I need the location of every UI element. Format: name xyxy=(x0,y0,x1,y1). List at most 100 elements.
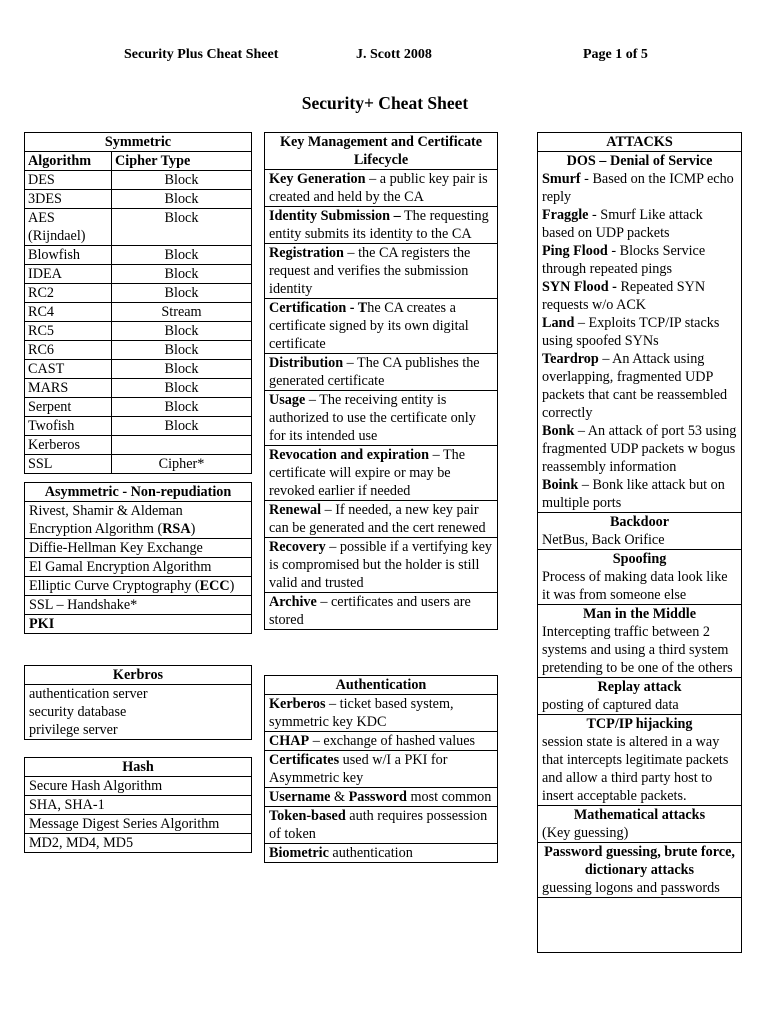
algorithm-cell: Blowfish xyxy=(25,245,112,265)
list-item: Spoofing Process of making data look like… xyxy=(538,550,741,605)
list-item: PKI xyxy=(25,615,251,633)
term: T xyxy=(357,300,368,316)
hash-section: Hash Secure Hash Algorithm SHA, SHA-1 Messa… xyxy=(24,757,252,853)
description: privilege server xyxy=(29,722,118,738)
kerbros-title: Kerbros xyxy=(25,666,251,685)
description: – An Attack using overlapping, fragmente… xyxy=(542,351,728,421)
list-item: CHAP – exchange of hashed values xyxy=(265,732,497,751)
description: (Key guessing) xyxy=(542,825,629,841)
algorithm-cell: SSL xyxy=(25,454,112,473)
header-page-number: Page 1 of 5 xyxy=(583,47,648,62)
algorithm-cell: MARS xyxy=(25,378,112,398)
algorithm-cell: RC5 xyxy=(25,321,112,341)
authentication-section: Authentication Kerberos – ticket based sy… xyxy=(264,675,498,863)
description: Process of making data look like it was … xyxy=(542,569,728,603)
list-item: Backdoor NetBus, Back Orifice xyxy=(538,513,741,550)
term: Land xyxy=(542,315,575,331)
cipher-type-cell: Block xyxy=(111,245,251,265)
table-row: SSL Cipher* xyxy=(25,454,251,473)
list-item: Message Digest Series Algorithm xyxy=(25,815,251,834)
list-item: Mathematical attacks (Key guessing) xyxy=(538,806,741,843)
table-row: DES Block xyxy=(25,170,251,190)
table-row: IDEA Block xyxy=(25,264,251,284)
cipher-type-cell: Block xyxy=(111,189,251,209)
description: - Blocks Service through repeated pings xyxy=(542,243,706,277)
cipher-type-cell: Block xyxy=(111,378,251,398)
description: – possible if a vertifying key is compro… xyxy=(269,539,492,591)
list-item: Usage – The receiving entity is authoriz… xyxy=(265,391,497,446)
term: Registration xyxy=(269,245,344,261)
list-item: SSL – Handshake* xyxy=(25,596,251,615)
term: Biometric xyxy=(269,845,329,861)
list-item: Username & Password most common xyxy=(265,788,497,807)
list-item: Key Generation – a public key pair is cr… xyxy=(265,170,497,207)
term: Ping Flood xyxy=(542,243,608,259)
symmetric-title: Symmetric xyxy=(25,133,251,152)
algorithm-cell: IDEA xyxy=(25,264,112,284)
term: Identity Submission – xyxy=(269,208,401,224)
term: Recovery xyxy=(269,539,326,555)
list-item: MD2, MD4, MD5 xyxy=(25,834,251,852)
cipher-type-cell xyxy=(111,435,251,455)
algorithm-cell: RC4 xyxy=(25,302,112,322)
list-item: Password guessing, brute force, dictiona… xyxy=(538,843,741,898)
table-row: RC6 Block xyxy=(25,340,251,360)
table-row: Twofish Block xyxy=(25,416,251,436)
description: posting of captured data xyxy=(542,697,679,713)
algorithm-cell: Serpent xyxy=(25,397,112,417)
list-item: Kerberos – ticket based system, symmetri… xyxy=(265,695,497,732)
description: SSL – Handshake* xyxy=(29,597,138,613)
description: – Bonk like attack but on multiple ports xyxy=(542,477,725,511)
subheading: Man in the Middle xyxy=(582,606,697,622)
list-item: Renewal – If needed, a new key pair can … xyxy=(265,501,497,538)
description: – ticket based system, symmetric key KDC xyxy=(269,696,454,730)
subheading: DOS – Denial of Service xyxy=(566,153,713,169)
list-item: Identity Submission – The requesting ent… xyxy=(265,207,497,244)
subheading: Password guessing, brute force, dictiona… xyxy=(544,844,735,878)
description: – certificates and users are stored xyxy=(269,594,471,628)
algorithm-cell: 3DES xyxy=(25,189,112,209)
algorithm-cell: Twofish xyxy=(25,416,112,436)
description: security database xyxy=(29,704,127,720)
description: auth requires possession of token xyxy=(269,808,488,842)
term: Fraggle xyxy=(542,207,589,223)
description: ) xyxy=(229,578,235,594)
algorithm-cell: CAST xyxy=(25,359,112,379)
description: - Smurf Like attack based on UDP packets xyxy=(542,207,703,241)
table-row: Serpent Block xyxy=(25,397,251,417)
asymmetric-title: Asymmetric - Non-repudiation xyxy=(25,483,251,502)
term: Bonk xyxy=(542,423,575,439)
term: PKI xyxy=(29,616,55,632)
description: he CA creates a certificate signed by it… xyxy=(269,300,469,352)
list-item: Recovery – possible if a vertifying key … xyxy=(265,538,497,593)
table-row: RC4 Stream xyxy=(25,302,251,322)
list-item: Biometric authentication xyxy=(265,844,497,862)
subheading: Replay attack xyxy=(597,679,682,695)
cipher-type-cell: Block xyxy=(111,397,251,417)
cipher-type-cell: Block xyxy=(111,416,251,436)
list-item: DOS – Denial of Service Smurf - Based on … xyxy=(538,152,741,513)
description: Diffie-Hellman Key Exchange xyxy=(29,540,203,556)
description: & xyxy=(330,789,349,805)
asymmetric-section: Asymmetric - Non-repudiation Rivest, Sham… xyxy=(24,482,252,634)
term: Kerberos xyxy=(269,696,326,712)
description: authentication xyxy=(328,845,413,861)
list-item: Elliptic Curve Cryptography (ECC) xyxy=(25,577,251,596)
list-item: Replay attack posting of captured data xyxy=(538,678,741,715)
description: – The receiving entity is authorized to … xyxy=(269,392,476,444)
cipher-type-cell: Cipher* xyxy=(111,454,251,473)
term: Certificates xyxy=(269,752,340,768)
list-item: Certification - The CA creates a certifi… xyxy=(265,299,497,354)
cipher-type-cell: Block xyxy=(111,321,251,341)
description: – The CA publishes the generated certifi… xyxy=(269,355,480,389)
description: most common xyxy=(406,789,492,805)
table-row: 3DES Block xyxy=(25,189,251,209)
keymgmt-title: Key Management and Certificate Lifecycle xyxy=(265,133,497,170)
description: Message Digest Series Algorithm xyxy=(29,816,220,832)
key-management-section: Key Management and Certificate Lifecycle… xyxy=(264,132,498,630)
list-item: El Gamal Encryption Algorithm xyxy=(25,558,251,577)
description: – a public key pair is created and held … xyxy=(269,171,488,205)
cipher-type-cell: Block xyxy=(111,283,251,303)
description: ) xyxy=(190,521,196,537)
list-item: SHA, SHA-1 xyxy=(25,796,251,815)
